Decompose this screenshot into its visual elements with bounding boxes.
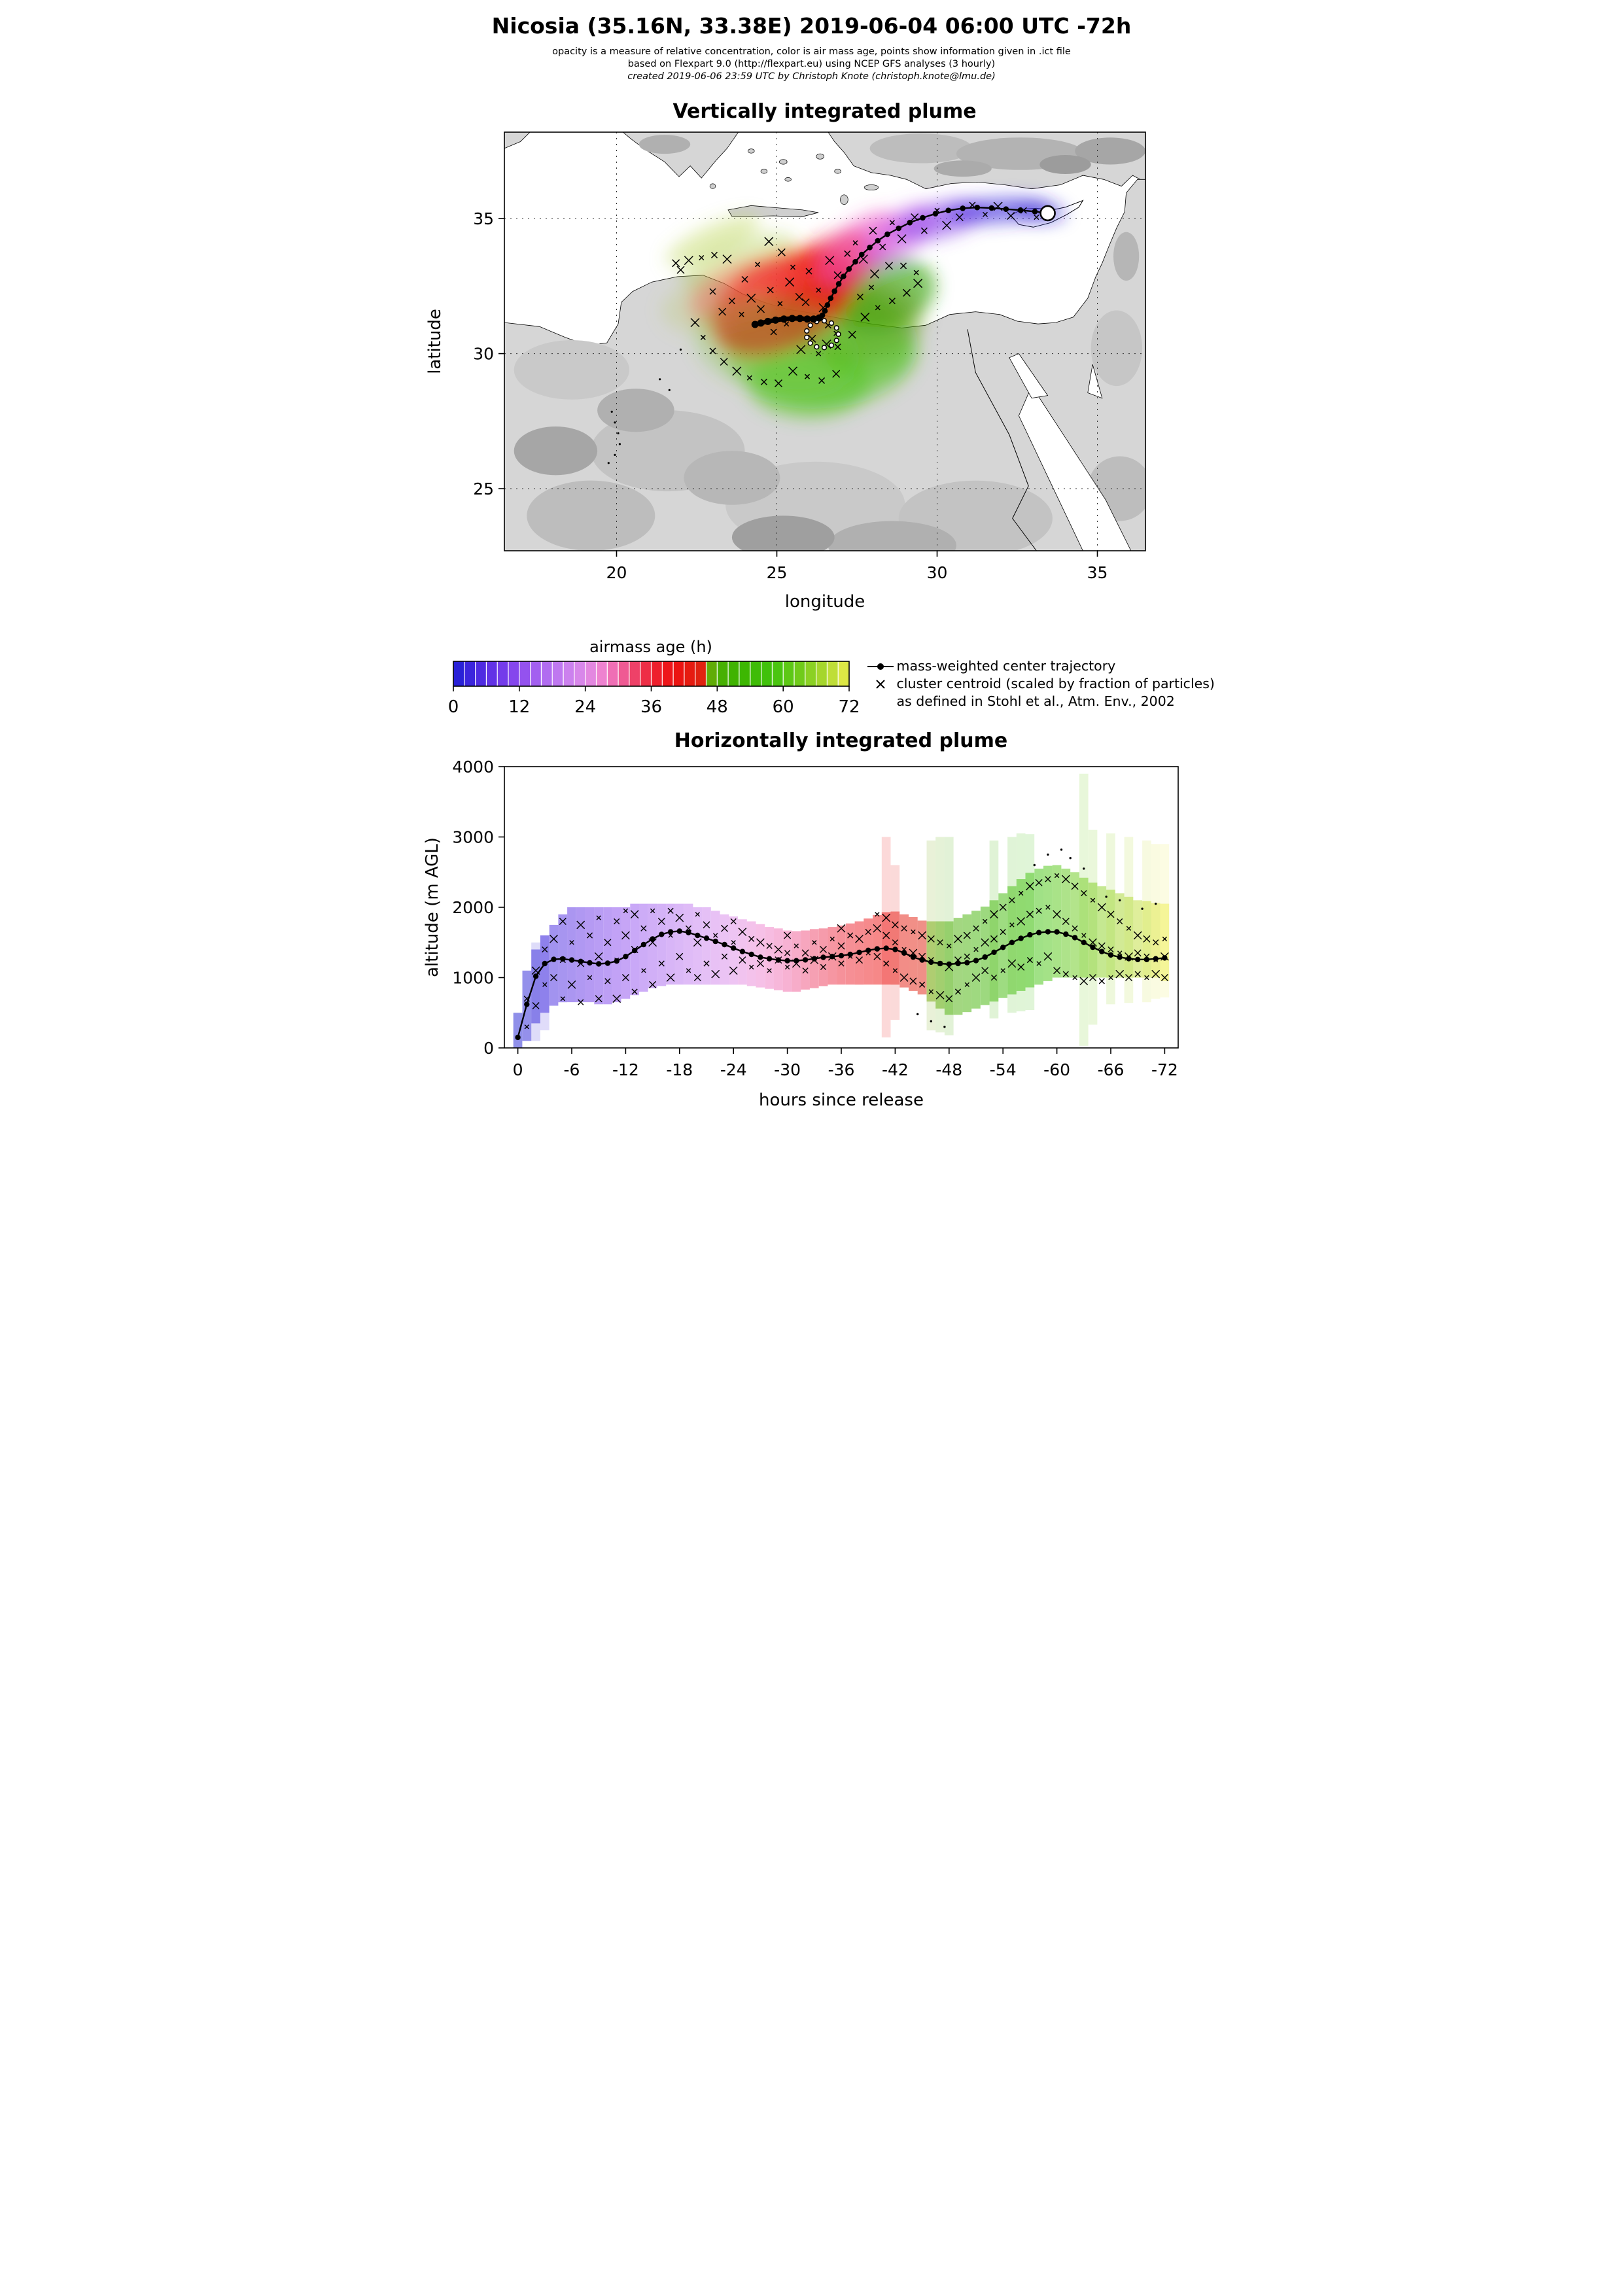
svg-text:-60: -60 [1043, 1060, 1070, 1079]
subtitle-line2: based on Flexpart 9.0 (http://flexpart.e… [627, 59, 996, 69]
map-x-axis-title: longitude [784, 592, 865, 612]
svg-text:-36: -36 [828, 1060, 854, 1079]
svg-text:-42: -42 [881, 1060, 908, 1079]
trajectory-line-icon [864, 659, 897, 674]
header: Nicosia (35.16N, 33.38E) 2019-06-04 06:0… [406, 13, 1217, 82]
colorbar-column: airmass age (h) 0 12 24 36 48 60 72 [406, 638, 864, 725]
legend-trajectory-label: mass-weighted center trajectory [896, 658, 1116, 674]
alt-chart-title: Horizontally integrated plume [674, 729, 1008, 752]
map-svg: 20 25 30 35 longitude 25 30 35 latitude [425, 131, 1146, 612]
alt-x-axis: 0 -6 -12 -18 -24 -30 -36 -42 -48 -54 -60 -66 -72 hour… [512, 1048, 1178, 1110]
page: Nicosia (35.16N, 33.38E) 2019-06-04 06:0… [406, 0, 1217, 1136]
svg-text:1000: 1000 [452, 969, 494, 988]
svg-text:3000: 3000 [452, 828, 494, 847]
release-point-marker [1039, 205, 1056, 222]
svg-text:25: 25 [473, 479, 494, 498]
svg-text:-72: -72 [1151, 1060, 1178, 1079]
alt-small-dots [916, 848, 1157, 1028]
page-title: Nicosia (35.16N, 33.38E) 2019-06-04 06:0… [491, 13, 1132, 39]
svg-text:0: 0 [447, 697, 459, 717]
subtitle-line1: opacity is a measure of relative concent… [552, 46, 1071, 57]
svg-text:24: 24 [574, 697, 596, 717]
svg-text:0: 0 [512, 1060, 523, 1079]
svg-text:48: 48 [706, 697, 727, 717]
svg-text:20: 20 [606, 563, 627, 582]
alt-plot: 0 -6 -12 -18 -24 -30 -36 -42 -48 -54 -60 -66 -72 hour… [406, 754, 1217, 1116]
svg-text:30: 30 [926, 563, 947, 582]
map-x-axis: 20 25 30 35 longitude [606, 551, 1108, 612]
legend-item-trajectory: mass-weighted center trajectory [864, 657, 1215, 675]
svg-text:-12: -12 [612, 1060, 638, 1079]
trajectory-loop-markers [803, 318, 841, 351]
colorbar-cells [453, 661, 848, 686]
svg-text:25: 25 [766, 563, 787, 582]
map-chart-title: Vertically integrated plume [672, 100, 977, 123]
colorbar: 0 12 24 36 48 60 72 [406, 657, 864, 725]
svg-text:-66: -66 [1097, 1060, 1124, 1079]
svg-text:-24: -24 [720, 1060, 746, 1079]
svg-text:-30: -30 [774, 1060, 801, 1079]
svg-text:72: 72 [838, 697, 860, 717]
map-y-axis-title: latitude [425, 309, 445, 374]
svg-text:-48: -48 [935, 1060, 962, 1079]
svg-text:0: 0 [483, 1039, 494, 1058]
svg-text:35: 35 [473, 209, 494, 228]
svg-text:30: 30 [473, 345, 494, 364]
legend-centroid-label: cluster centroid (scaled by fraction of … [896, 676, 1215, 691]
alt-x-axis-title: hours since release [759, 1090, 924, 1110]
svg-text:60: 60 [772, 697, 794, 717]
legend: airmass age (h) 0 12 24 36 48 60 72 mass-weigh… [406, 638, 1217, 725]
colorbar-ticks: 0 12 24 36 48 60 72 [447, 686, 860, 717]
svg-text:-18: -18 [666, 1060, 693, 1079]
map-plot: 20 25 30 35 longitude 25 30 35 latitude [406, 124, 1217, 634]
svg-text:-54: -54 [989, 1060, 1016, 1079]
colorbar-title: airmass age (h) [589, 638, 712, 656]
legend-centroid-reference: as defined in Stohl et al., Atm. Env., 2… [896, 693, 1175, 709]
map-cluster-markers [671, 201, 1039, 388]
alt-y-axis: 0 1000 2000 3000 4000 altitude (m AGL) [423, 757, 504, 1058]
subtitle-line3: created 2019-06-06 23:59 UTC by Christop… [627, 71, 996, 82]
legend-item-centroid: cluster centroid (scaled by fraction of … [864, 675, 1215, 693]
alt-svg: 0 -6 -12 -18 -24 -30 -36 -42 -48 -54 -60 -66 -72 hour… [423, 757, 1179, 1110]
legend-item-centroid-ref: as defined in Stohl et al., Atm. Env., 2… [864, 693, 1215, 710]
cluster-centroid-icon [864, 677, 897, 691]
legend-items: mass-weighted center trajectory cluster … [864, 638, 1215, 725]
svg-text:12: 12 [508, 697, 530, 717]
map-frame [503, 131, 1146, 551]
map-small-dots [607, 348, 682, 464]
alt-trajectory [514, 928, 1168, 1041]
alt-y-axis-title: altitude (m AGL) [423, 837, 442, 977]
svg-text:4000: 4000 [452, 757, 494, 776]
map-gridlines [504, 132, 1145, 551]
map-y-axis: 25 30 35 latitude [425, 209, 504, 498]
svg-text:-6: -6 [563, 1060, 580, 1079]
colorbar-svg: 0 12 24 36 48 60 72 [447, 661, 860, 717]
svg-text:36: 36 [640, 697, 661, 717]
svg-text:2000: 2000 [452, 898, 494, 917]
svg-text:35: 35 [1087, 563, 1108, 582]
